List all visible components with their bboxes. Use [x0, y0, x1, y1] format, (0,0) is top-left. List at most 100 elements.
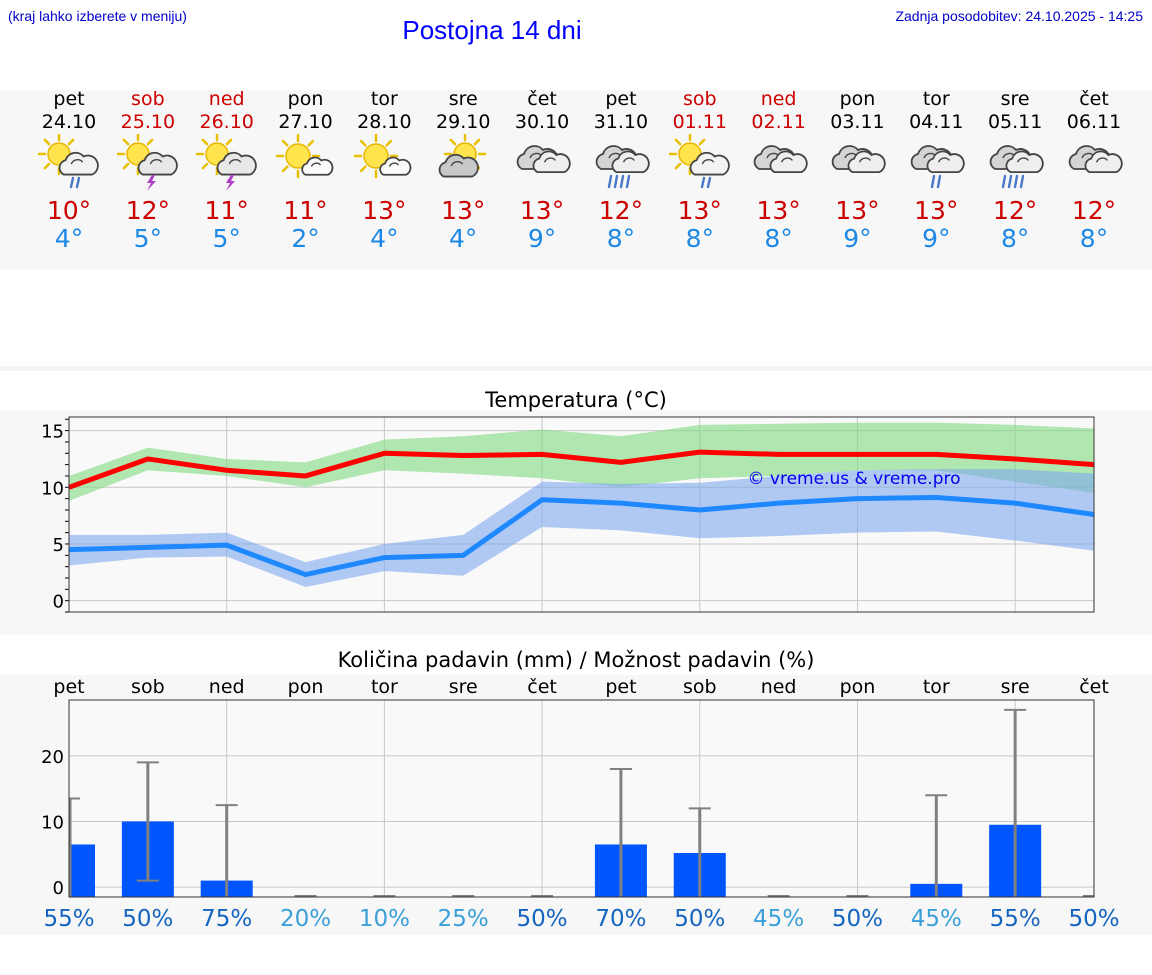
precipitation-probability: 20%	[280, 906, 331, 932]
temperature-chart: 0 5 10 15 © vreme.us & vreme.pro	[41, 416, 1095, 613]
precipitation-probability: 50%	[674, 906, 725, 932]
day-name: sob	[682, 88, 717, 110]
day-name: čet	[1079, 88, 1109, 110]
precipitation-probability: 55%	[990, 906, 1041, 932]
max-temperature: 10°	[46, 196, 92, 225]
day-date: 29.10	[436, 111, 491, 133]
sun-cloud-rain-icon	[37, 134, 99, 189]
max-temperature: 13°	[677, 196, 722, 225]
x-tick-label: pon	[288, 676, 324, 698]
location-hint[interactable]: (kraj lahko izberete v meniju)	[8, 8, 187, 24]
x-tick-label: sre	[1001, 676, 1030, 698]
min-temperature-point	[620, 502, 622, 504]
plot-border	[68, 699, 1095, 898]
day-date: 03.11	[830, 111, 885, 133]
sun-cloud-storm-icon	[116, 134, 178, 191]
max-temperature: 13°	[441, 196, 486, 225]
max-temperature: 13°	[914, 196, 959, 225]
precipitation-probability: 10%	[359, 906, 410, 932]
cloud-icon	[832, 145, 887, 173]
sun-cloud-storm-icon	[195, 134, 257, 191]
last-updated: Zadnja posodobitev: 24.10.2025 - 14:25	[895, 8, 1143, 24]
day-date: 02.11	[751, 111, 806, 133]
max-temperature: 13°	[835, 196, 880, 225]
min-temperature: 2°	[291, 224, 320, 253]
sun-small-cloud-icon	[354, 134, 412, 179]
min-temperature: 9°	[843, 224, 872, 253]
day-name: pet	[605, 88, 637, 110]
max-temperature-point	[778, 453, 780, 455]
day-date: 27.10	[278, 111, 333, 133]
day-date: 28.10	[357, 111, 412, 133]
min-temperature: 5°	[212, 224, 241, 253]
y-tick-label: 20	[41, 747, 64, 768]
day-name: tor	[370, 88, 398, 110]
cloud-rain-icon	[910, 145, 965, 189]
min-temperature-point	[699, 509, 701, 511]
y-tick-label: 0	[53, 878, 64, 899]
day-name: sre	[1000, 88, 1030, 110]
max-temperature: 12°	[1071, 196, 1117, 225]
cloud-icon	[1068, 145, 1123, 173]
min-temperature-point	[462, 554, 464, 556]
max-temperature-point	[226, 469, 228, 471]
y-tick-label: 10	[41, 812, 64, 833]
max-temperature: 11°	[283, 196, 328, 225]
precipitation-probability: 55%	[43, 906, 94, 932]
min-temperature: 9°	[527, 224, 557, 253]
min-temperature: 4°	[54, 224, 84, 253]
min-temperature: 8°	[1000, 224, 1030, 253]
precipitation-probability: 45%	[911, 906, 962, 932]
day-date: 25.10	[120, 111, 176, 133]
max-temperature-point	[541, 453, 543, 455]
plot-border	[68, 416, 1095, 613]
max-temperature: 13°	[519, 196, 565, 225]
x-tick-label: tor	[371, 676, 398, 698]
max-temperature: 13°	[362, 196, 407, 225]
day-date: 24.10	[41, 111, 97, 133]
day-date: 30.10	[514, 111, 570, 133]
cloud-icon	[516, 145, 571, 173]
max-temperature-point	[462, 455, 464, 457]
section-divider	[0, 366, 1152, 371]
precipitation-bar	[69, 844, 95, 897]
max-temperature: 13°	[756, 196, 801, 225]
day-date: 31.10	[593, 111, 649, 133]
day-date: 26.10	[199, 111, 254, 133]
max-temperature-point	[1014, 458, 1016, 460]
cloud-heavy-rain-icon	[595, 145, 650, 189]
day-name: pon	[287, 88, 324, 110]
min-temperature: 8°	[1079, 224, 1109, 253]
temperature-chart-title: Temperatura (°C)	[485, 388, 667, 412]
min-temperature-point	[147, 546, 149, 548]
daily-forecast-strip: pet 24.10 10° 4° sob 25.10 12° 5° ned 26.10 11° 5° p…	[0, 88, 1152, 270]
min-temperature-point	[778, 502, 780, 504]
x-tick-label: sob	[131, 676, 165, 698]
day-name: pet	[53, 88, 85, 110]
y-tick-label: 0	[53, 592, 64, 613]
page-title: Postojna 14 dni	[402, 15, 582, 45]
day-date: 01.11	[672, 111, 727, 133]
min-temperature-point	[226, 544, 228, 546]
x-tick-label: čet	[527, 676, 557, 698]
max-temperature-range-band	[69, 422, 1094, 501]
sun-small-cloud-icon	[275, 134, 333, 179]
day-name: sre	[448, 88, 478, 110]
min-temperature-point	[305, 574, 307, 576]
day-date: 06.11	[1066, 111, 1122, 133]
x-tick-label: pon	[840, 676, 876, 698]
min-temperature-point	[383, 557, 385, 559]
max-temperature: 11°	[204, 196, 249, 225]
sun-cloud-rain-icon	[668, 134, 730, 189]
day-name: čet	[527, 88, 557, 110]
precipitation-chart-title: Količina padavin (mm) / Možnost padavin …	[337, 648, 815, 672]
precipitation-chart: pet sob ned pon tor sre čet pet sob ned pon tor sre č…	[41, 676, 1119, 932]
max-temperature-point	[620, 461, 622, 463]
min-temperature-point	[1014, 502, 1016, 504]
day-name: pon	[839, 88, 876, 110]
max-temperature-line	[68, 449, 1095, 490]
min-temperature: 8°	[685, 224, 714, 253]
y-tick-label: 10	[41, 478, 64, 499]
max-temperature-point	[856, 453, 858, 455]
min-temperature: 4°	[370, 224, 399, 253]
